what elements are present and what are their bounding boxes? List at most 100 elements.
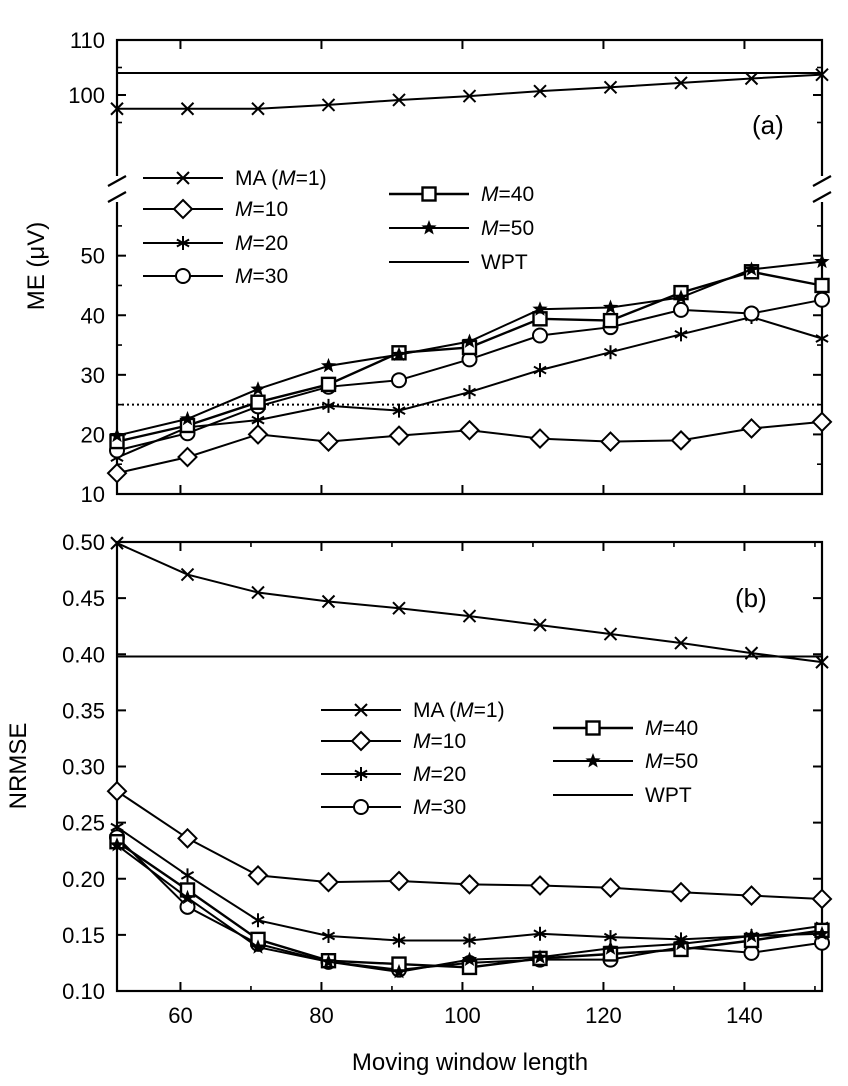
b-series-m-50-point (461, 951, 478, 966)
legend-wpt-label-pre: WPT (645, 784, 692, 807)
legend-m-40-label-var: M (645, 717, 663, 740)
panel-b-ylabel: NRMSE (5, 723, 32, 810)
a-series-ma-m-1-point (744, 71, 759, 86)
a-series-m-10-point (529, 428, 551, 450)
a-series-ma-m-1-point (462, 89, 477, 103)
b-ytick-label: 0.30 (62, 755, 105, 780)
legend-m-20-label-post: =20 (253, 232, 289, 255)
legend-m-10: M=10 (143, 198, 288, 221)
legend-m-50-label-post: =50 (663, 750, 699, 773)
a-series-m-40-point (814, 277, 830, 294)
axis-break-mark (107, 191, 127, 203)
b-ytick-label: 0.10 (62, 979, 105, 1004)
b-series-m-20-point (533, 926, 547, 941)
a-series-m-20 (110, 310, 829, 465)
legend-ma-m-1-label-var: M (278, 167, 296, 190)
a-series-m-30-point (391, 372, 407, 389)
a-series-m-10-point (106, 462, 128, 484)
legend-m-30-label: M=30 (413, 796, 466, 819)
a-series-m-20-point (392, 403, 406, 418)
legend-m-50-label: M=50 (481, 217, 534, 240)
legend-m-50-label-var: M (645, 750, 663, 773)
a-series-ma-m-1-point (603, 80, 618, 95)
a-series-m-10-point (318, 431, 339, 452)
legend-ma-m-1-label-post: =1) (296, 167, 327, 190)
legend-m-20-label: M=20 (413, 763, 466, 786)
legend-m-10-label-var: M (235, 198, 253, 221)
b-series-m-50-point (391, 963, 407, 979)
b-series-m-10-point (388, 870, 410, 892)
b-series-ma-m-1-point (815, 655, 829, 669)
legend-m-50-label-var: M (481, 217, 499, 240)
a-series-m-50-point (461, 333, 478, 348)
xtick-label: 120 (585, 1003, 622, 1028)
a-series-ma-m-1 (110, 67, 829, 116)
xtick-label: 100 (444, 1003, 481, 1028)
b-series-m-50 (109, 837, 830, 979)
a-series-ma-m-1-point (180, 102, 195, 116)
legend-wpt-label: WPT (481, 251, 528, 274)
legend-m-50: M=50 (389, 217, 534, 240)
legend-ma-m-1-label: MA (M=1) (235, 167, 327, 190)
legend-m-30-label-post: =30 (253, 265, 289, 288)
a-series-ma-m-1-point (321, 98, 336, 112)
a-series-m-10-point (247, 424, 269, 445)
b-series-m-50-point (179, 889, 196, 905)
a-series-m-50-point (743, 261, 760, 276)
b-series-m-10-point (811, 888, 833, 910)
a-series-m-10-point (388, 425, 410, 447)
legend-m-30-marker (353, 799, 369, 815)
b-series-m-10-point (741, 885, 762, 907)
b-series-m-50-point (814, 925, 830, 941)
legend-m-40-label-post: =40 (663, 717, 699, 740)
b-series-m-50-point (673, 935, 689, 951)
legend-ma-m-1-label-var: M (456, 699, 474, 722)
legend-ma-m-1-label-post: =1) (474, 699, 505, 722)
panel-a-frame (115, 38, 824, 496)
panel-a-axes: 10 20 30 40 50 100 110 (68, 28, 832, 507)
a-series-m-40-point (250, 394, 266, 410)
a-series-ma-m-1-point (110, 102, 124, 116)
a-series-m-10-point (670, 429, 692, 451)
a-series-ma-m-1-point (674, 76, 688, 90)
legend-m-20-marker (354, 767, 368, 781)
b-ytick-label: 0.45 (62, 586, 105, 611)
b-series-m-50-point (109, 837, 125, 852)
a-series-m-50-point (391, 346, 407, 361)
legend-ma-m-1: MA (M=1) (143, 167, 327, 190)
xtick-label: 140 (726, 1003, 763, 1028)
a-ytick-label: 30 (81, 363, 105, 388)
legend-ma-m-1-marker (354, 703, 368, 717)
a-series-m-20-point (815, 331, 829, 346)
legend-m-10-label-post: =10 (253, 198, 289, 221)
a-series-m-40-point (320, 376, 337, 393)
b-series-ma-m-1-point (180, 567, 195, 582)
legend-m-10-marker (172, 198, 194, 220)
b-series-m-20-point (180, 868, 195, 883)
legend-ma-m-1: MA (M=1) (321, 699, 505, 722)
a-series-m-10-point (811, 411, 833, 433)
a-series-m-10-point (741, 418, 762, 439)
legend-ma-m-1-label-pre: MA ( (235, 167, 278, 190)
b-series-m-50-point (743, 928, 760, 943)
legend-m-30-marker (175, 268, 191, 284)
panel-b-label: (b) (735, 583, 767, 613)
legend-m-10-marker (350, 730, 372, 752)
b-series-m-10-point (670, 881, 692, 903)
b-series-ma-m-1-point (533, 618, 547, 632)
a-ytick-label: 50 (81, 244, 105, 269)
legend-wpt: WPT (553, 784, 692, 807)
a-series-m-50-point (532, 301, 548, 316)
a-ytick-label: 10 (81, 482, 105, 507)
legend-m-20: M=20 (143, 232, 288, 255)
a-series-m-10-point (177, 446, 198, 468)
legend-m-40-label: M=40 (645, 717, 698, 740)
b-series-m-10-point (177, 827, 198, 849)
b-series-m-10-point (600, 877, 621, 899)
b-ytick-label: 0.25 (62, 811, 105, 836)
b-series-m-40-line (116, 840, 823, 969)
legend-m-10-label-post: =10 (431, 730, 467, 753)
xtick-label: 60 (168, 1003, 192, 1028)
axis-break-gap (114, 176, 120, 202)
